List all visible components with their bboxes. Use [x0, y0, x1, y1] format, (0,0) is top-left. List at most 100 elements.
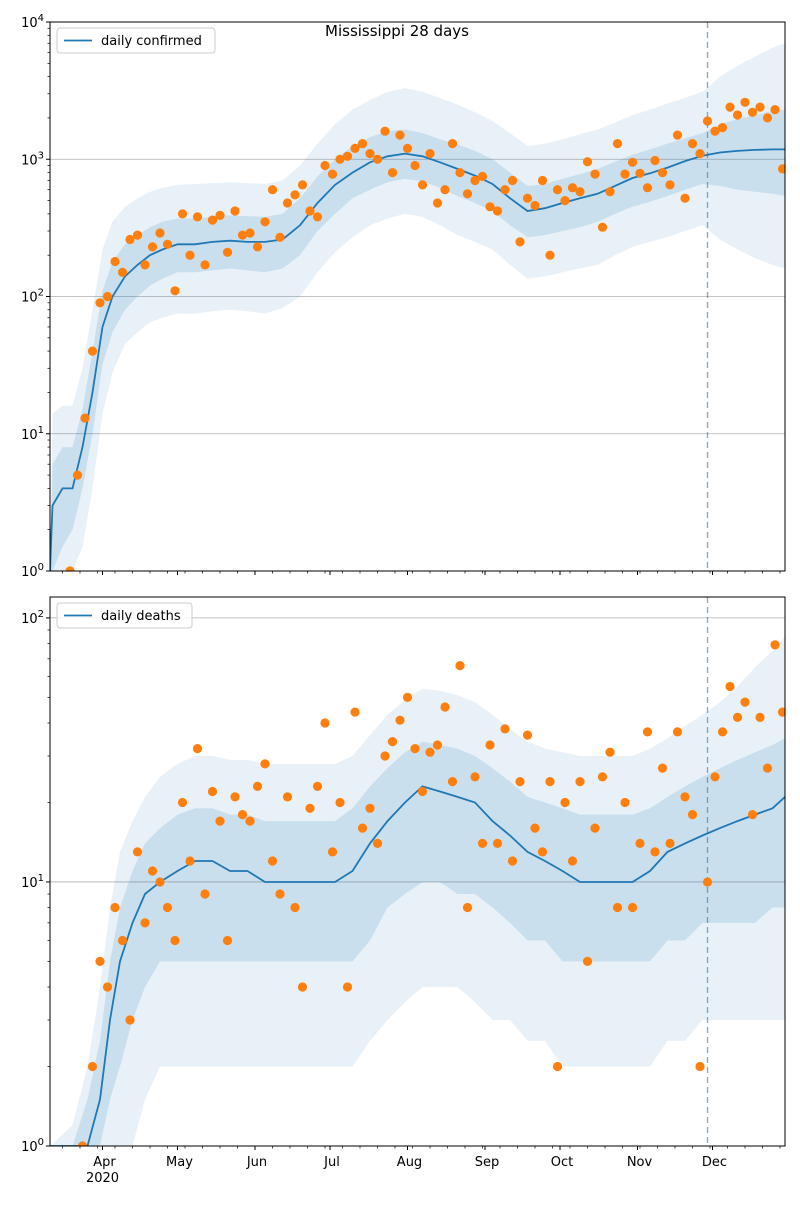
observed-point [455, 168, 465, 178]
observed-point [695, 149, 705, 159]
observed-point [290, 902, 300, 913]
observed-point [447, 777, 458, 787]
observed-point [710, 126, 720, 136]
observed-point [462, 902, 473, 913]
observed-point [447, 139, 458, 149]
y-tick-label: 100 [21, 1137, 44, 1155]
observed-point [522, 193, 533, 203]
observed-point [552, 185, 563, 195]
observed-point [470, 772, 480, 782]
observed-point [627, 157, 638, 167]
observed-point [477, 838, 488, 849]
observed-point [252, 781, 263, 792]
observed-point [425, 747, 435, 757]
observed-point [537, 175, 548, 186]
observed-point [327, 847, 338, 857]
observed-point [530, 200, 540, 211]
observed-point [590, 823, 600, 833]
observed-point [110, 256, 120, 267]
observed-point [177, 797, 188, 808]
y-tick-label: 103 [21, 150, 44, 168]
observed-point [207, 786, 218, 797]
legend-box [56, 27, 216, 54]
observed-point [650, 847, 660, 857]
observed-point [357, 823, 368, 833]
observed-point [507, 856, 518, 866]
observed-point [500, 724, 510, 734]
observed-point [147, 866, 158, 876]
observed-point [192, 744, 203, 754]
observed-point [410, 160, 420, 171]
outer-uncertainty-band [50, 636, 785, 1146]
observed-point [117, 935, 128, 946]
observed-point [702, 116, 713, 126]
observed-point [635, 838, 645, 849]
observed-point [260, 759, 270, 769]
observed-point [245, 816, 255, 826]
observed-point [477, 171, 488, 181]
observed-point [380, 126, 390, 136]
observed-point [485, 740, 495, 750]
observed-point [717, 727, 728, 737]
x-tick-label: Oct [551, 1155, 573, 1170]
observed-point [530, 823, 540, 833]
observed-point [642, 183, 653, 193]
observed-point [740, 97, 750, 107]
inner-uncertainty-band [50, 738, 785, 1146]
observed-point [215, 816, 225, 826]
observed-point [275, 232, 285, 242]
observed-point [687, 139, 698, 149]
observed-point [237, 230, 248, 240]
observed-point [207, 215, 218, 225]
observed-point [515, 777, 525, 787]
observed-point [282, 198, 293, 208]
observed-point [162, 239, 173, 249]
y-tick-label: 101 [21, 425, 44, 443]
x-tick-label: Jul [323, 1155, 340, 1170]
observed-point [507, 175, 518, 186]
observed-point [387, 737, 398, 747]
observed-point [755, 712, 765, 723]
observed-point [417, 180, 428, 190]
observed-point [357, 139, 368, 149]
median-line [50, 785, 785, 1146]
observed-point [672, 727, 683, 737]
observed-point [552, 1061, 563, 1072]
observed-point [305, 803, 315, 813]
observed-point [350, 143, 360, 153]
observed-point [395, 130, 405, 140]
observed-point [462, 189, 473, 199]
y-tick-label: 101 [21, 873, 44, 891]
observed-point [410, 744, 420, 754]
observed-point [95, 298, 105, 308]
observed-point [762, 763, 773, 773]
plot-area [50, 597, 785, 1146]
observed-point [582, 956, 593, 967]
observed-point [132, 230, 143, 240]
observed-point [732, 712, 743, 723]
observed-point [590, 169, 600, 179]
observed-point [335, 797, 345, 808]
observed-point [417, 786, 428, 797]
x-tick-label: Apr [93, 1155, 116, 1170]
observed-point [77, 1141, 88, 1146]
observed-point [365, 803, 375, 813]
observed-point [87, 1061, 98, 1072]
observed-point [72, 470, 83, 480]
observed-point [147, 242, 158, 252]
observed-point [732, 110, 743, 120]
observed-point [455, 661, 465, 671]
observed-point [155, 877, 165, 887]
observed-point [125, 234, 135, 245]
observed-point [665, 838, 675, 849]
observed-point [350, 707, 360, 717]
x-tick-label: Nov [627, 1155, 653, 1170]
observed-point [387, 168, 398, 178]
observed-point [267, 185, 278, 195]
observed-point [777, 164, 785, 174]
observed-point [657, 763, 668, 773]
observed-point [567, 183, 578, 193]
legend: daily deaths [56, 602, 193, 629]
observed-point [320, 160, 330, 171]
